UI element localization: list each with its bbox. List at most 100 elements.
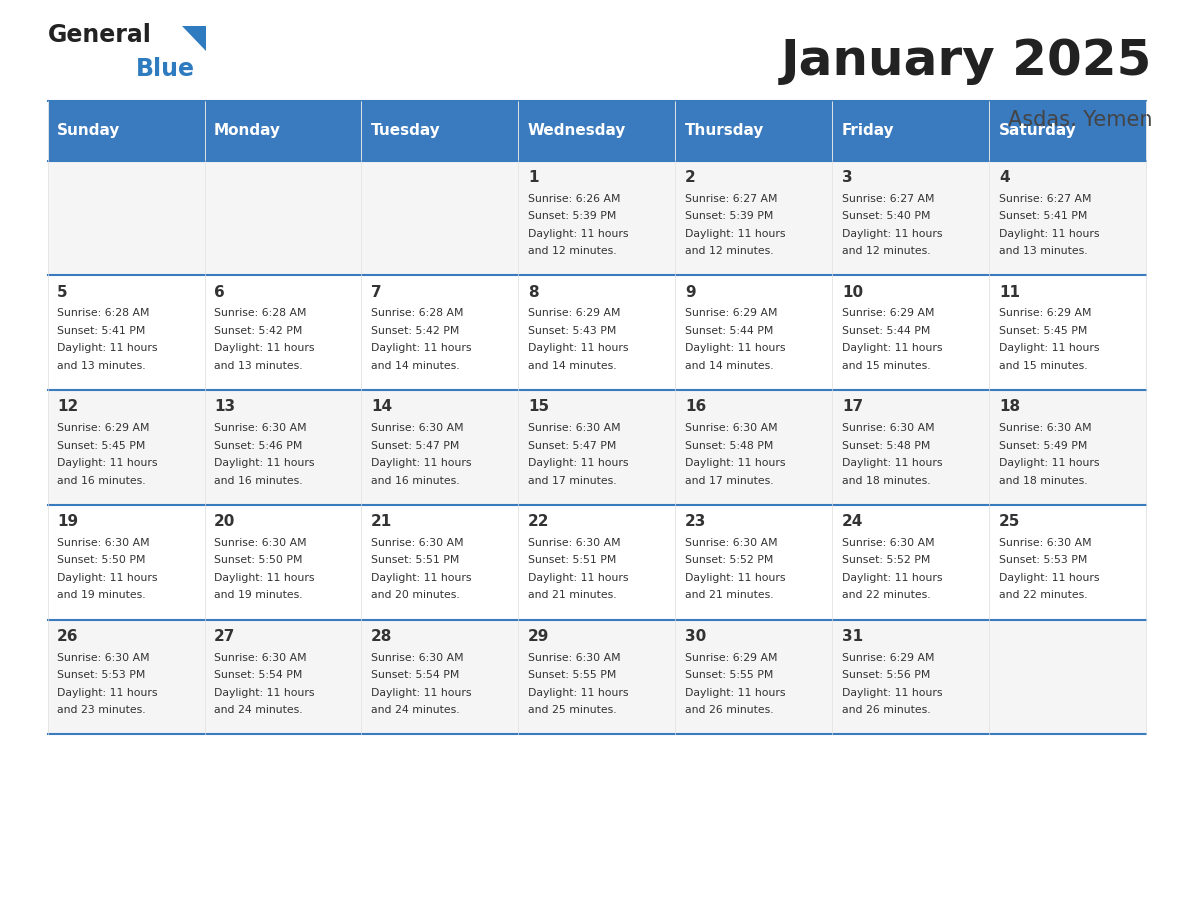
Text: Sunset: 5:39 PM: Sunset: 5:39 PM bbox=[685, 211, 773, 221]
Text: Sunset: 5:48 PM: Sunset: 5:48 PM bbox=[685, 441, 773, 451]
Text: 9: 9 bbox=[685, 285, 696, 299]
FancyBboxPatch shape bbox=[676, 275, 833, 390]
Text: Sunset: 5:53 PM: Sunset: 5:53 PM bbox=[999, 555, 1087, 565]
FancyBboxPatch shape bbox=[676, 620, 833, 734]
Text: and 21 minutes.: and 21 minutes. bbox=[527, 590, 617, 600]
Text: and 19 minutes.: and 19 minutes. bbox=[57, 590, 146, 600]
FancyBboxPatch shape bbox=[833, 620, 990, 734]
FancyBboxPatch shape bbox=[518, 390, 676, 505]
FancyBboxPatch shape bbox=[361, 161, 518, 275]
Text: Daylight: 11 hours: Daylight: 11 hours bbox=[371, 688, 472, 698]
Text: Sunset: 5:52 PM: Sunset: 5:52 PM bbox=[685, 555, 773, 565]
Text: 4: 4 bbox=[999, 170, 1010, 185]
Text: Sunset: 5:50 PM: Sunset: 5:50 PM bbox=[57, 555, 145, 565]
Text: 24: 24 bbox=[842, 514, 864, 529]
Text: and 19 minutes.: and 19 minutes. bbox=[214, 590, 303, 600]
Text: 28: 28 bbox=[371, 629, 392, 644]
Text: Sunset: 5:53 PM: Sunset: 5:53 PM bbox=[57, 670, 145, 680]
FancyBboxPatch shape bbox=[990, 275, 1146, 390]
Text: Sunrise: 6:29 AM: Sunrise: 6:29 AM bbox=[527, 308, 620, 319]
Text: 18: 18 bbox=[999, 399, 1020, 414]
Text: 27: 27 bbox=[214, 629, 235, 644]
Text: Sunrise: 6:30 AM: Sunrise: 6:30 AM bbox=[57, 538, 150, 548]
Text: and 14 minutes.: and 14 minutes. bbox=[527, 361, 617, 371]
Text: and 13 minutes.: and 13 minutes. bbox=[999, 246, 1087, 256]
Text: 25: 25 bbox=[999, 514, 1020, 529]
FancyBboxPatch shape bbox=[518, 620, 676, 734]
Text: Daylight: 11 hours: Daylight: 11 hours bbox=[999, 229, 1099, 239]
FancyBboxPatch shape bbox=[48, 390, 204, 505]
Text: Sunrise: 6:30 AM: Sunrise: 6:30 AM bbox=[685, 423, 778, 433]
Text: and 22 minutes.: and 22 minutes. bbox=[842, 590, 930, 600]
Text: Sunset: 5:46 PM: Sunset: 5:46 PM bbox=[214, 441, 303, 451]
Text: and 23 minutes.: and 23 minutes. bbox=[57, 705, 146, 715]
Text: Sunset: 5:55 PM: Sunset: 5:55 PM bbox=[527, 670, 617, 680]
Text: Daylight: 11 hours: Daylight: 11 hours bbox=[214, 688, 315, 698]
Text: Wednesday: Wednesday bbox=[527, 123, 626, 139]
Text: and 20 minutes.: and 20 minutes. bbox=[371, 590, 460, 600]
Text: Sunset: 5:39 PM: Sunset: 5:39 PM bbox=[527, 211, 617, 221]
Text: Sunset: 5:55 PM: Sunset: 5:55 PM bbox=[685, 670, 773, 680]
Text: Sunrise: 6:30 AM: Sunrise: 6:30 AM bbox=[527, 538, 620, 548]
Text: Sunset: 5:44 PM: Sunset: 5:44 PM bbox=[842, 326, 930, 336]
Text: Daylight: 11 hours: Daylight: 11 hours bbox=[57, 458, 158, 468]
Text: Daylight: 11 hours: Daylight: 11 hours bbox=[57, 688, 158, 698]
Text: Daylight: 11 hours: Daylight: 11 hours bbox=[685, 458, 785, 468]
Text: and 12 minutes.: and 12 minutes. bbox=[527, 246, 617, 256]
Text: 1: 1 bbox=[527, 170, 538, 185]
Text: and 15 minutes.: and 15 minutes. bbox=[999, 361, 1087, 371]
Text: 6: 6 bbox=[214, 285, 225, 299]
Text: and 21 minutes.: and 21 minutes. bbox=[685, 590, 773, 600]
Text: 19: 19 bbox=[57, 514, 78, 529]
Text: Daylight: 11 hours: Daylight: 11 hours bbox=[214, 573, 315, 583]
Text: Sunset: 5:54 PM: Sunset: 5:54 PM bbox=[214, 670, 303, 680]
Text: Daylight: 11 hours: Daylight: 11 hours bbox=[685, 688, 785, 698]
Text: Sunset: 5:49 PM: Sunset: 5:49 PM bbox=[999, 441, 1087, 451]
Text: and 24 minutes.: and 24 minutes. bbox=[214, 705, 303, 715]
Text: Sunrise: 6:29 AM: Sunrise: 6:29 AM bbox=[57, 423, 150, 433]
Text: Daylight: 11 hours: Daylight: 11 hours bbox=[999, 343, 1099, 353]
Text: Sunrise: 6:28 AM: Sunrise: 6:28 AM bbox=[214, 308, 307, 319]
Text: and 18 minutes.: and 18 minutes. bbox=[999, 476, 1087, 486]
Text: Sunrise: 6:26 AM: Sunrise: 6:26 AM bbox=[527, 194, 620, 204]
Text: Sunrise: 6:29 AM: Sunrise: 6:29 AM bbox=[842, 653, 935, 663]
FancyBboxPatch shape bbox=[990, 505, 1146, 620]
Text: Blue: Blue bbox=[135, 57, 195, 81]
Text: and 16 minutes.: and 16 minutes. bbox=[214, 476, 303, 486]
Text: Sunday: Sunday bbox=[57, 123, 120, 139]
Text: Daylight: 11 hours: Daylight: 11 hours bbox=[685, 229, 785, 239]
Text: Sunrise: 6:29 AM: Sunrise: 6:29 AM bbox=[685, 653, 777, 663]
Text: Sunset: 5:43 PM: Sunset: 5:43 PM bbox=[527, 326, 617, 336]
Text: and 26 minutes.: and 26 minutes. bbox=[685, 705, 773, 715]
Text: Daylight: 11 hours: Daylight: 11 hours bbox=[842, 343, 942, 353]
FancyBboxPatch shape bbox=[204, 390, 361, 505]
Text: Sunrise: 6:30 AM: Sunrise: 6:30 AM bbox=[371, 423, 463, 433]
FancyBboxPatch shape bbox=[361, 275, 518, 390]
Text: General: General bbox=[48, 23, 151, 47]
FancyBboxPatch shape bbox=[48, 101, 204, 161]
Text: Sunrise: 6:30 AM: Sunrise: 6:30 AM bbox=[371, 538, 463, 548]
Text: 29: 29 bbox=[527, 629, 549, 644]
FancyBboxPatch shape bbox=[361, 390, 518, 505]
Text: Monday: Monday bbox=[214, 123, 282, 139]
Text: Sunset: 5:48 PM: Sunset: 5:48 PM bbox=[842, 441, 930, 451]
Text: and 12 minutes.: and 12 minutes. bbox=[685, 246, 773, 256]
FancyBboxPatch shape bbox=[518, 161, 676, 275]
Text: Sunset: 5:44 PM: Sunset: 5:44 PM bbox=[685, 326, 773, 336]
Text: Daylight: 11 hours: Daylight: 11 hours bbox=[999, 458, 1099, 468]
FancyBboxPatch shape bbox=[48, 505, 204, 620]
Text: and 14 minutes.: and 14 minutes. bbox=[685, 361, 773, 371]
Text: Sunrise: 6:30 AM: Sunrise: 6:30 AM bbox=[57, 653, 150, 663]
Text: 11: 11 bbox=[999, 285, 1020, 299]
Text: Daylight: 11 hours: Daylight: 11 hours bbox=[371, 343, 472, 353]
FancyBboxPatch shape bbox=[204, 275, 361, 390]
Text: Sunrise: 6:30 AM: Sunrise: 6:30 AM bbox=[527, 423, 620, 433]
FancyBboxPatch shape bbox=[361, 620, 518, 734]
Text: Asdas, Yemen: Asdas, Yemen bbox=[1007, 110, 1152, 130]
Text: and 17 minutes.: and 17 minutes. bbox=[685, 476, 773, 486]
Text: Sunrise: 6:30 AM: Sunrise: 6:30 AM bbox=[842, 538, 935, 548]
Text: Sunset: 5:52 PM: Sunset: 5:52 PM bbox=[842, 555, 930, 565]
Text: Sunrise: 6:29 AM: Sunrise: 6:29 AM bbox=[999, 308, 1092, 319]
Text: Sunrise: 6:28 AM: Sunrise: 6:28 AM bbox=[57, 308, 150, 319]
Polygon shape bbox=[182, 26, 206, 51]
